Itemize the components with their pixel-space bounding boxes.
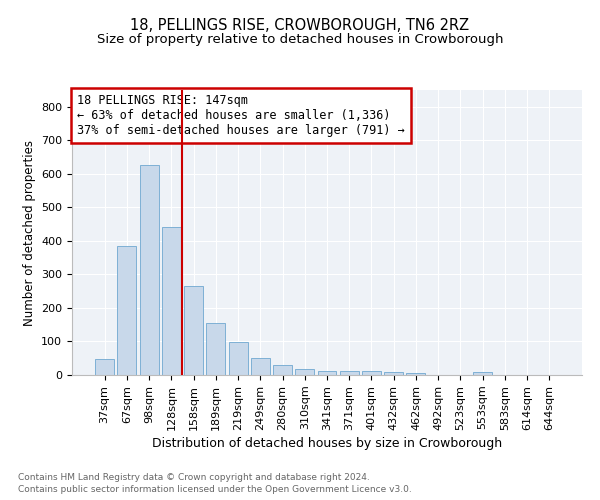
Bar xyxy=(162,228,181,375)
Bar xyxy=(118,246,136,375)
Bar xyxy=(251,358,270,375)
Bar xyxy=(406,372,425,375)
Bar xyxy=(184,286,203,375)
Bar xyxy=(140,166,158,375)
Bar xyxy=(229,342,248,375)
Bar xyxy=(340,371,359,375)
Text: Contains public sector information licensed under the Open Government Licence v3: Contains public sector information licen… xyxy=(18,485,412,494)
Bar xyxy=(384,372,403,375)
Bar xyxy=(473,372,492,375)
Bar xyxy=(317,371,337,375)
Bar xyxy=(273,365,292,375)
Text: 18 PELLINGS RISE: 147sqm
← 63% of detached houses are smaller (1,336)
37% of sem: 18 PELLINGS RISE: 147sqm ← 63% of detach… xyxy=(77,94,405,138)
Bar xyxy=(295,370,314,375)
X-axis label: Distribution of detached houses by size in Crowborough: Distribution of detached houses by size … xyxy=(152,437,502,450)
Y-axis label: Number of detached properties: Number of detached properties xyxy=(23,140,35,326)
Text: 18, PELLINGS RISE, CROWBOROUGH, TN6 2RZ: 18, PELLINGS RISE, CROWBOROUGH, TN6 2RZ xyxy=(130,18,470,32)
Bar xyxy=(362,372,381,375)
Text: Contains HM Land Registry data © Crown copyright and database right 2024.: Contains HM Land Registry data © Crown c… xyxy=(18,472,370,482)
Bar xyxy=(95,359,114,375)
Bar xyxy=(206,323,225,375)
Text: Size of property relative to detached houses in Crowborough: Size of property relative to detached ho… xyxy=(97,32,503,46)
